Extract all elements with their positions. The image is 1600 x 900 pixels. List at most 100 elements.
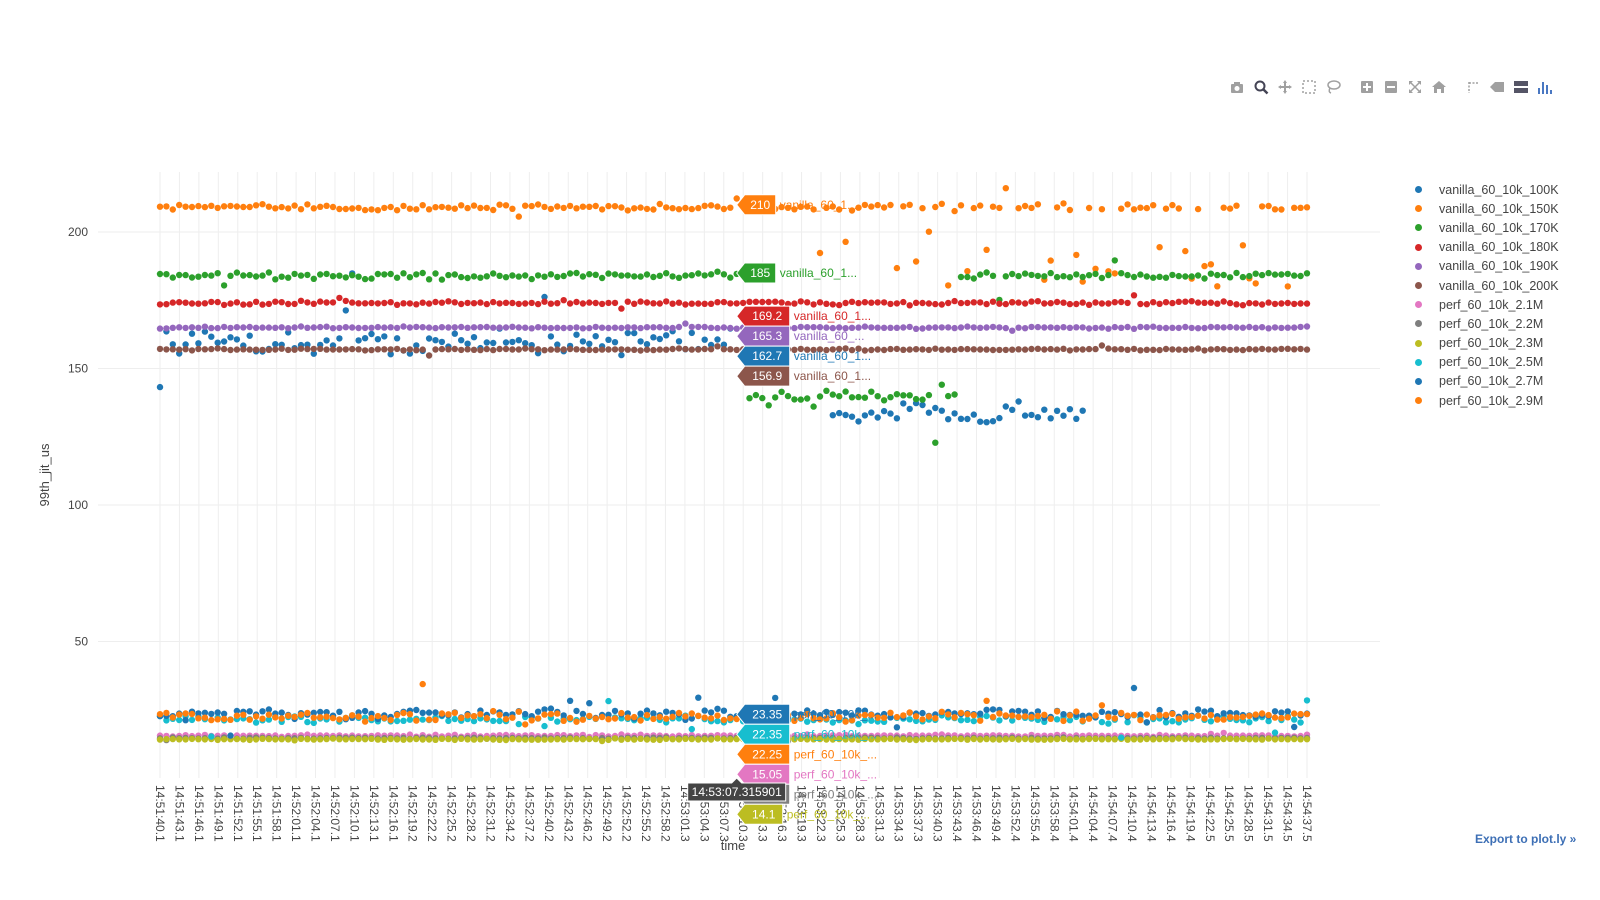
data-point bbox=[252, 713, 260, 720]
pan-icon[interactable] bbox=[1276, 78, 1294, 96]
data-point bbox=[906, 201, 913, 208]
data-point bbox=[848, 207, 856, 214]
data-point bbox=[611, 339, 619, 346]
data-point bbox=[425, 335, 433, 342]
data-point bbox=[1053, 298, 1061, 306]
hover-closest-icon[interactable] bbox=[1488, 78, 1506, 96]
data-point bbox=[733, 325, 740, 332]
data-point bbox=[605, 697, 612, 705]
zoom-out-icon[interactable] bbox=[1382, 78, 1400, 96]
data-point bbox=[214, 345, 221, 352]
data-point bbox=[938, 324, 945, 331]
lasso-select-icon[interactable] bbox=[1324, 78, 1342, 96]
reset-axes-icon[interactable] bbox=[1430, 78, 1448, 96]
legend-item[interactable]: perf_60_10k_2.9M bbox=[1415, 391, 1559, 410]
data-point bbox=[611, 346, 619, 353]
camera-icon[interactable] bbox=[1228, 78, 1246, 96]
export-to-plotly-link[interactable]: Export to plot.ly » bbox=[1475, 832, 1577, 846]
data-point bbox=[996, 204, 1003, 212]
data-point bbox=[663, 715, 670, 722]
legend-item[interactable]: perf_60_10k_2.2M bbox=[1415, 314, 1559, 333]
legend-item[interactable]: perf_60_10k_2.1M bbox=[1415, 295, 1559, 314]
data-point bbox=[714, 735, 721, 742]
data-point bbox=[259, 708, 266, 715]
data-point bbox=[682, 735, 689, 742]
data-point bbox=[1291, 723, 1298, 731]
data-point bbox=[541, 711, 548, 718]
legend-item[interactable]: vanilla_60_10k_200K bbox=[1415, 276, 1559, 295]
legend-item[interactable]: vanilla_60_10k_190K bbox=[1415, 257, 1559, 276]
data-point bbox=[240, 736, 247, 743]
data-point bbox=[413, 271, 420, 278]
data-point bbox=[637, 710, 644, 717]
data-point bbox=[265, 735, 273, 743]
legend-item[interactable]: vanilla_60_10k_180K bbox=[1415, 238, 1559, 257]
data-point bbox=[240, 324, 247, 331]
data-point bbox=[400, 736, 407, 743]
data-point bbox=[1214, 300, 1221, 307]
data-point bbox=[970, 324, 977, 331]
data-point bbox=[1060, 412, 1067, 419]
autoscale-icon[interactable] bbox=[1406, 78, 1424, 96]
data-point bbox=[528, 202, 535, 210]
data-point bbox=[451, 709, 458, 716]
data-point bbox=[336, 294, 343, 302]
zoom-in-icon[interactable] bbox=[1358, 78, 1376, 96]
legend-item[interactable]: perf_60_10k_2.5M bbox=[1415, 353, 1559, 372]
data-point bbox=[925, 391, 933, 399]
data-point bbox=[624, 324, 631, 331]
data-point bbox=[650, 273, 657, 281]
data-point bbox=[541, 347, 548, 354]
data-point bbox=[1098, 324, 1106, 331]
plotly-logo-icon[interactable] bbox=[1536, 78, 1554, 96]
data-point bbox=[272, 341, 279, 348]
legend-item[interactable]: vanilla_60_10k_100K bbox=[1415, 180, 1559, 199]
data-point bbox=[618, 346, 625, 353]
data-point bbox=[1137, 300, 1144, 308]
data-point bbox=[259, 715, 266, 722]
data-point bbox=[1220, 735, 1227, 743]
data-point bbox=[515, 736, 522, 743]
data-point bbox=[759, 298, 766, 306]
legend-item[interactable]: vanilla_60_10k_170K bbox=[1415, 218, 1559, 237]
toggle-spikelines-icon[interactable] bbox=[1464, 78, 1482, 96]
legend-item[interactable]: perf_60_10k_2.7M bbox=[1415, 372, 1559, 391]
data-point bbox=[720, 707, 728, 714]
data-point bbox=[861, 717, 869, 724]
data-point bbox=[855, 736, 862, 743]
x-tick-label: 14:54:16.4 bbox=[1164, 785, 1178, 842]
data-point bbox=[1278, 735, 1285, 743]
data-point bbox=[951, 714, 958, 721]
data-point bbox=[637, 273, 644, 280]
data-point bbox=[1143, 301, 1151, 308]
x-tick-label: 14:52:19.2 bbox=[406, 785, 420, 842]
data-point bbox=[413, 735, 420, 743]
data-point bbox=[688, 346, 695, 353]
data-point bbox=[554, 300, 561, 307]
data-point bbox=[496, 272, 503, 279]
data-point bbox=[534, 300, 542, 308]
data-point bbox=[1156, 273, 1163, 280]
hover-label-box bbox=[736, 743, 791, 765]
data-point bbox=[1220, 716, 1227, 723]
data-point bbox=[624, 329, 631, 337]
data-point bbox=[252, 719, 260, 726]
data-point bbox=[592, 299, 599, 307]
data-point bbox=[425, 300, 433, 307]
data-point bbox=[791, 736, 798, 743]
data-point bbox=[1258, 271, 1266, 279]
zoom-icon[interactable] bbox=[1252, 78, 1270, 96]
data-point bbox=[336, 335, 343, 342]
legend-item[interactable]: perf_60_10k_2.3M bbox=[1415, 334, 1559, 353]
data-point bbox=[836, 708, 843, 716]
data-point bbox=[887, 410, 894, 417]
data-point bbox=[451, 299, 458, 306]
data-point bbox=[598, 300, 606, 308]
data-point bbox=[1220, 271, 1227, 279]
data-point bbox=[1150, 346, 1157, 353]
legend-item[interactable]: vanilla_60_10k_150K bbox=[1415, 199, 1559, 218]
box-select-icon[interactable] bbox=[1300, 78, 1318, 96]
hover-compare-icon[interactable] bbox=[1512, 78, 1530, 96]
legend-marker bbox=[1415, 282, 1422, 290]
series-vanilla_60_10k_190K bbox=[156, 320, 1311, 334]
